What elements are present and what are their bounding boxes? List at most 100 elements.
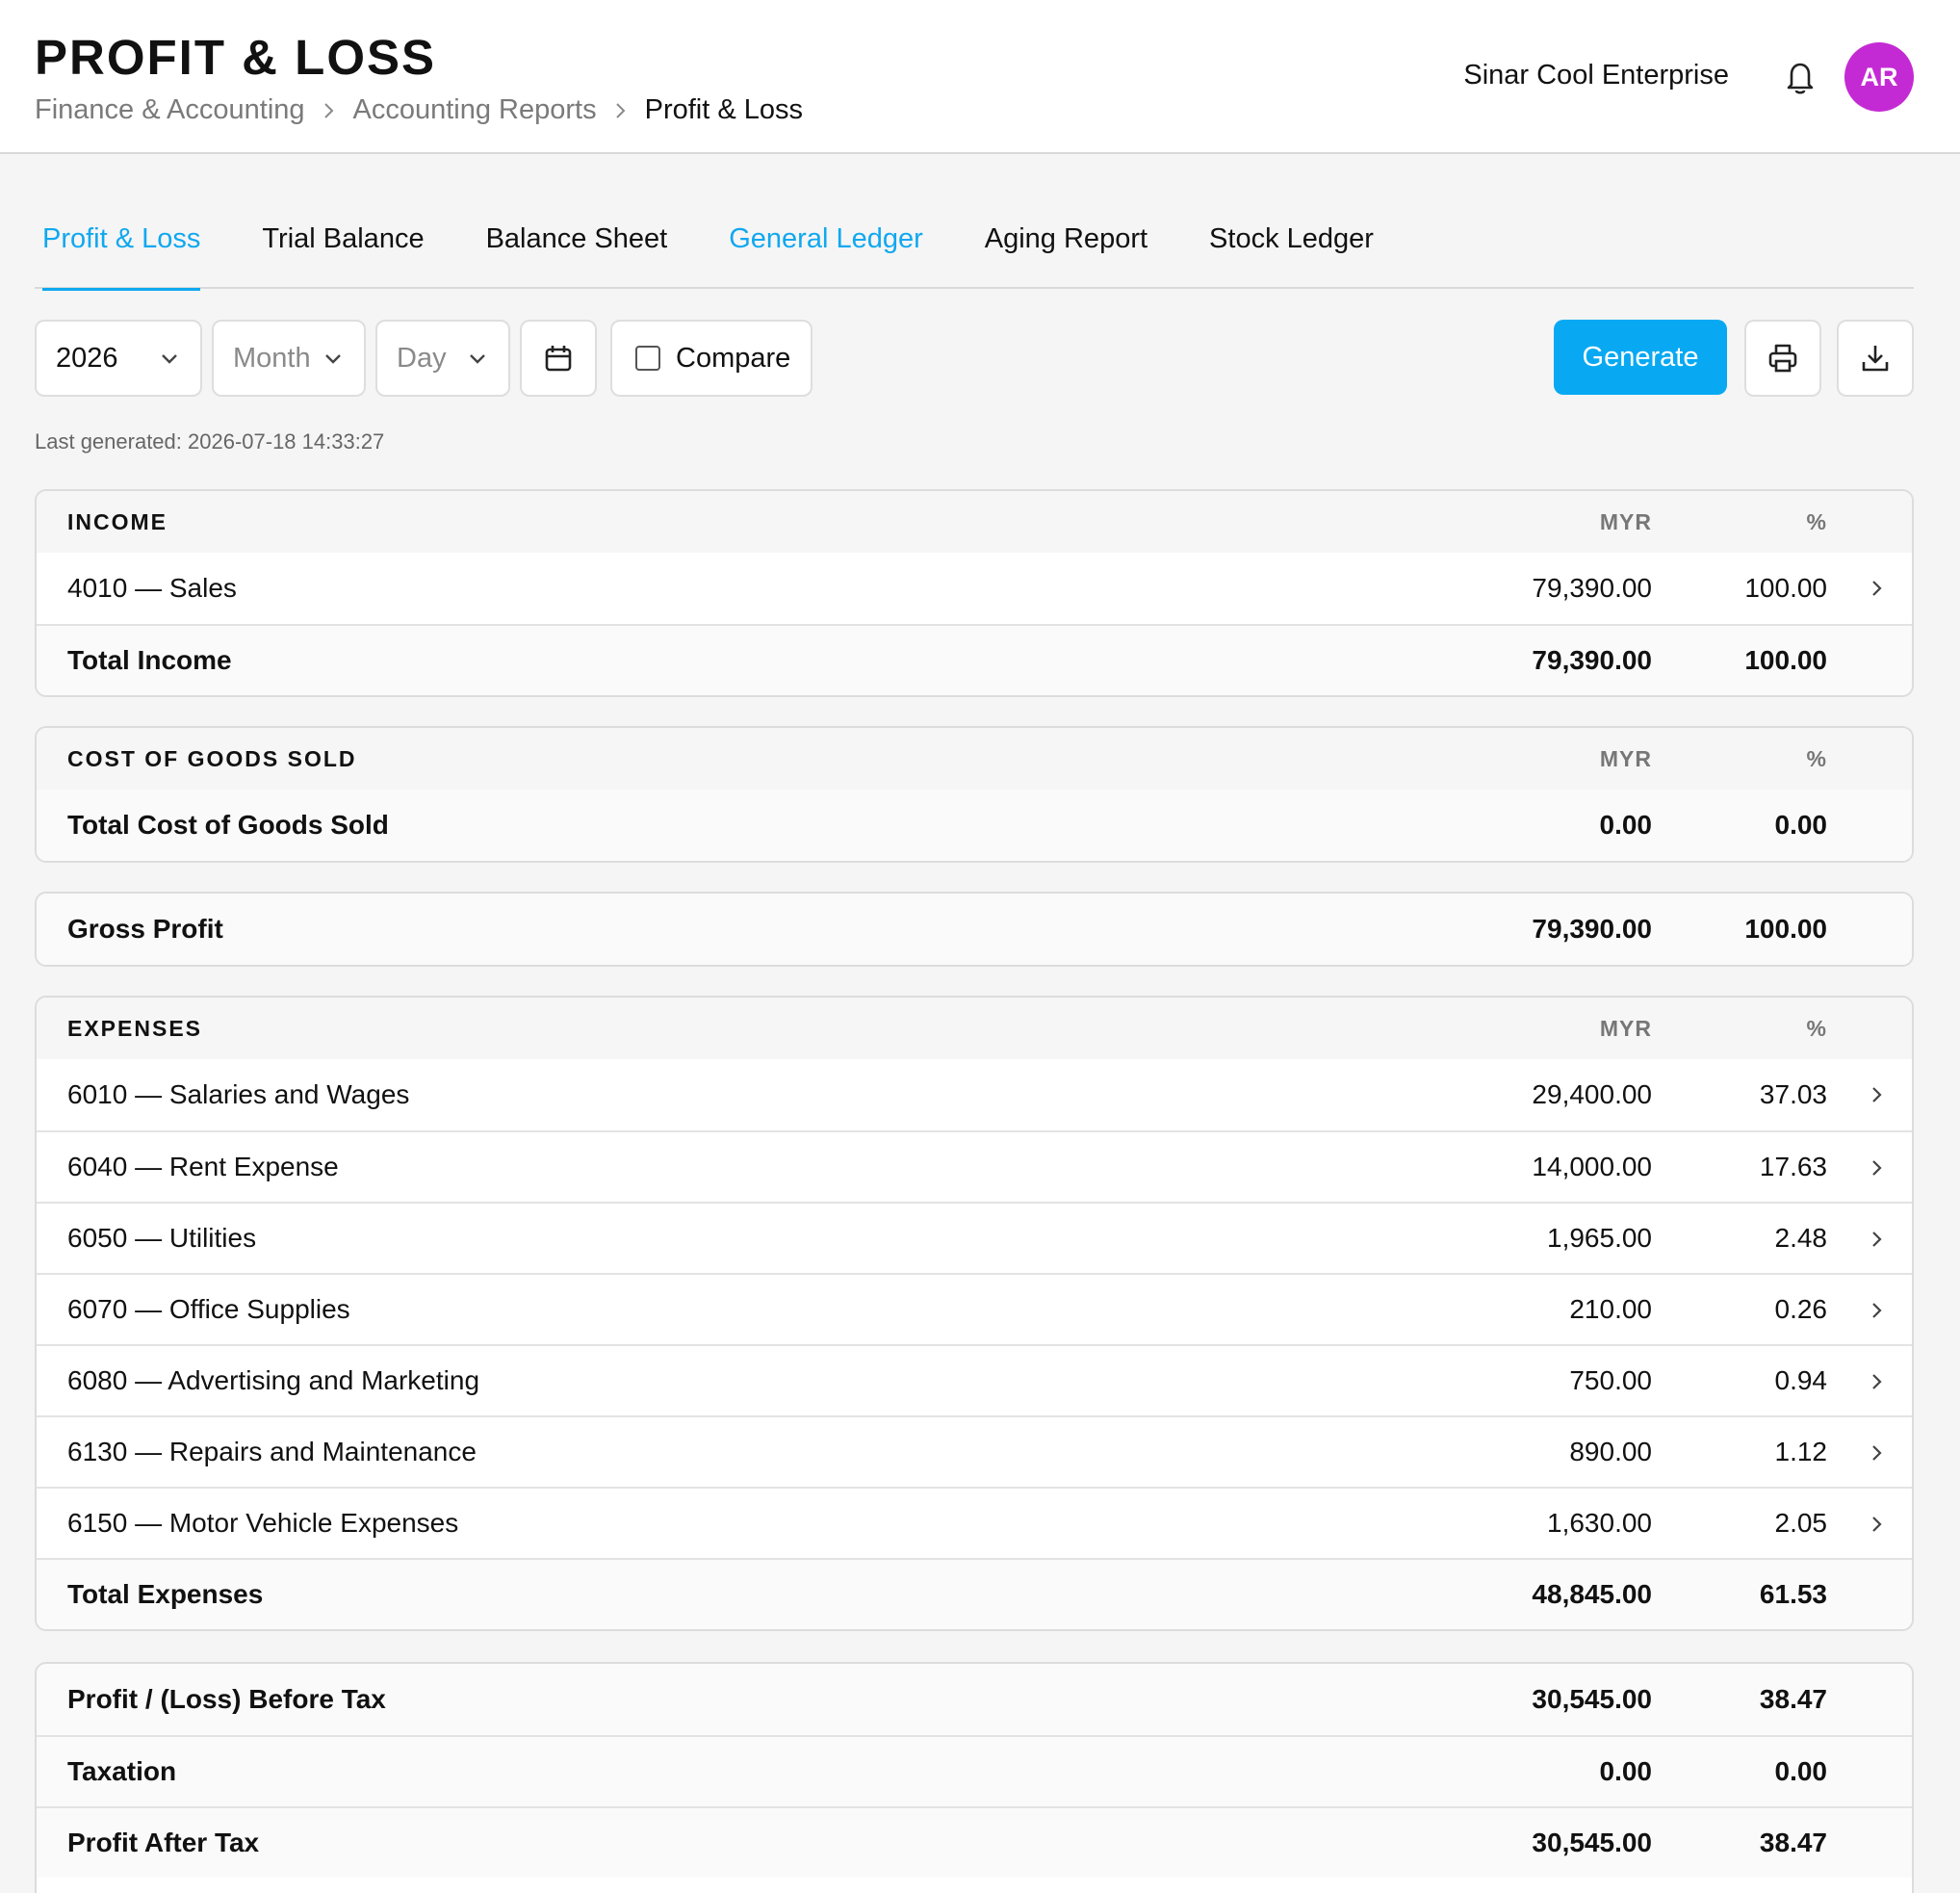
tab-stock-ledger[interactable]: Stock Ledger: [1209, 223, 1374, 254]
summary-label: Profit After Tax: [67, 1828, 260, 1857]
total-percent: 100.00: [1744, 645, 1827, 675]
summary-percent: 38.47: [1759, 1828, 1827, 1857]
gross-profit-section: Gross Profit 79,390.00 100.00: [35, 892, 1914, 967]
chevron-right-icon[interactable]: [1866, 577, 1889, 600]
account-label: 6150 — Motor Vehicle Expenses: [67, 1508, 459, 1538]
summary-amount: 0.00: [1599, 1756, 1653, 1786]
compare-toggle[interactable]: Compare: [610, 320, 812, 397]
month-select-placeholder: Month: [233, 342, 311, 374]
tab-profit-loss[interactable]: Profit & Loss: [35, 223, 208, 291]
account-label: 6050 — Utilities: [67, 1223, 257, 1253]
account-row[interactable]: 6150 — Motor Vehicle Expenses 1,630.00 2…: [37, 1487, 1912, 1558]
chevron-right-icon[interactable]: [1866, 1513, 1889, 1536]
account-row[interactable]: 6040 — Rent Expense 14,000.00 17.63: [37, 1130, 1912, 1202]
account-percent: 1.12: [1774, 1437, 1828, 1466]
section-title: EXPENSES: [67, 1015, 202, 1041]
gross-profit-percent: 100.00: [1744, 914, 1827, 944]
day-select[interactable]: Day: [375, 320, 510, 397]
chevron-right-icon[interactable]: [1866, 1299, 1889, 1322]
compare-checkbox[interactable]: [635, 346, 660, 371]
account-percent: 0.94: [1774, 1365, 1828, 1395]
account-row[interactable]: 6050 — Utilities 1,965.00 2.48: [37, 1202, 1912, 1273]
account-percent: 0.26: [1774, 1294, 1828, 1324]
avatar[interactable]: AR: [1844, 42, 1914, 112]
summary-label: Taxation: [67, 1756, 177, 1786]
account-row[interactable]: 6070 — Office Supplies 210.00 0.26: [37, 1273, 1912, 1344]
year-select-value: 2026: [56, 342, 118, 374]
chevron-right-icon[interactable]: [1866, 1083, 1889, 1106]
section-header: INCOME MYR %: [37, 491, 1912, 553]
day-select-placeholder: Day: [397, 342, 447, 374]
account-label: 6070 — Office Supplies: [67, 1294, 350, 1324]
summary-percent: 0.00: [1774, 1756, 1828, 1786]
chevron-down-icon: [162, 354, 177, 364]
account-amount: 14,000.00: [1532, 1152, 1652, 1181]
expenses-section: EXPENSES MYR % 6010 — Salaries and Wages…: [35, 996, 1914, 1631]
organization-name[interactable]: Sinar Cool Enterprise: [1463, 60, 1729, 91]
account-row[interactable]: 4010 — Sales 79,390.00 100.00: [37, 553, 1912, 624]
breadcrumb-item-finance[interactable]: Finance & Accounting: [35, 94, 305, 125]
summary-row: Profit After Tax 30,545.00 38.47: [37, 1806, 1912, 1878]
last-generated-text: Last generated: 2026-07-18 14:33:27: [35, 429, 385, 454]
report-toolbar: 2026 Month Day Compare Generate: [35, 320, 1914, 397]
chevron-right-icon[interactable]: [1866, 1441, 1889, 1465]
main-content: Profit & Loss Trial Balance Balance Shee…: [35, 154, 1914, 1893]
cogs-section: COST OF GOODS SOLD MYR % Total Cost of G…: [35, 726, 1914, 863]
account-amount: 1,630.00: [1547, 1508, 1652, 1538]
summary-amount: 30,545.00: [1532, 1828, 1652, 1857]
chevron-right-icon[interactable]: [1866, 1370, 1889, 1393]
page-title: PROFIT & LOSS: [35, 30, 437, 85]
account-label: 6080 — Advertising and Marketing: [67, 1365, 480, 1395]
generate-button[interactable]: Generate: [1554, 320, 1727, 395]
tab-aging-report[interactable]: Aging Report: [984, 223, 1148, 254]
bell-icon[interactable]: [1783, 58, 1818, 96]
chevron-right-icon: [615, 102, 626, 118]
column-header-myr: MYR: [1599, 1015, 1652, 1041]
account-label: 6010 — Salaries and Wages: [67, 1079, 410, 1109]
summary-row: Profit / (Loss) Before Tax 30,545.00 38.…: [37, 1664, 1912, 1735]
chevron-down-icon: [470, 354, 485, 364]
account-amount: 79,390.00: [1532, 573, 1652, 603]
summary-amount: 30,545.00: [1532, 1684, 1652, 1714]
account-label: 6040 — Rent Expense: [67, 1152, 339, 1181]
chevron-right-icon[interactable]: [1866, 1156, 1889, 1180]
income-section: INCOME MYR % 4010 — Sales 79,390.00 100.…: [35, 489, 1914, 697]
account-row[interactable]: 6130 — Repairs and Maintenance 890.00 1.…: [37, 1415, 1912, 1487]
total-row: Total Expenses 48,845.00 61.53: [37, 1558, 1912, 1629]
column-header-percent: %: [1806, 745, 1827, 771]
total-amount: 0.00: [1599, 810, 1653, 840]
print-button[interactable]: [1744, 320, 1821, 397]
account-amount: 210.00: [1569, 1294, 1652, 1324]
column-header-percent: %: [1806, 508, 1827, 534]
tab-general-ledger[interactable]: General Ledger: [729, 223, 923, 254]
account-amount: 750.00: [1569, 1365, 1652, 1395]
account-row[interactable]: 6080 — Advertising and Marketing 750.00 …: [37, 1344, 1912, 1415]
calendar-button[interactable]: [520, 320, 597, 397]
account-row[interactable]: 6010 — Salaries and Wages 29,400.00 37.0…: [37, 1059, 1912, 1130]
account-amount: 1,965.00: [1547, 1223, 1652, 1253]
month-select[interactable]: Month: [212, 320, 366, 397]
tab-balance-sheet[interactable]: Balance Sheet: [485, 223, 668, 254]
account-percent: 2.48: [1774, 1223, 1828, 1253]
tab-trial-balance[interactable]: Trial Balance: [262, 223, 425, 254]
summary-row: Taxation 0.00 0.00: [37, 1735, 1912, 1806]
breadcrumb: Finance & Accounting Accounting Reports …: [35, 94, 803, 126]
total-percent: 0.00: [1774, 810, 1828, 840]
gross-profit-label: Gross Profit: [67, 914, 223, 944]
account-percent: 2.05: [1774, 1508, 1828, 1538]
account-amount: 29,400.00: [1532, 1079, 1652, 1109]
section-header: COST OF GOODS SOLD MYR %: [37, 728, 1912, 790]
chevron-right-icon: [323, 102, 333, 118]
account-percent: 100.00: [1744, 573, 1827, 603]
section-title: COST OF GOODS SOLD: [67, 745, 357, 771]
chevron-right-icon[interactable]: [1866, 1228, 1889, 1251]
gross-profit-row: Gross Profit 79,390.00 100.00: [37, 894, 1912, 965]
year-select[interactable]: 2026: [35, 320, 202, 397]
download-button[interactable]: [1837, 320, 1914, 397]
breadcrumb-item-reports[interactable]: Accounting Reports: [352, 94, 597, 125]
app-header: PROFIT & LOSS Finance & Accounting Accou…: [0, 0, 1960, 154]
account-label: 6130 — Repairs and Maintenance: [67, 1437, 477, 1466]
account-label: 4010 — Sales: [67, 573, 237, 603]
column-header-myr: MYR: [1599, 508, 1652, 534]
section-title: INCOME: [67, 508, 168, 534]
